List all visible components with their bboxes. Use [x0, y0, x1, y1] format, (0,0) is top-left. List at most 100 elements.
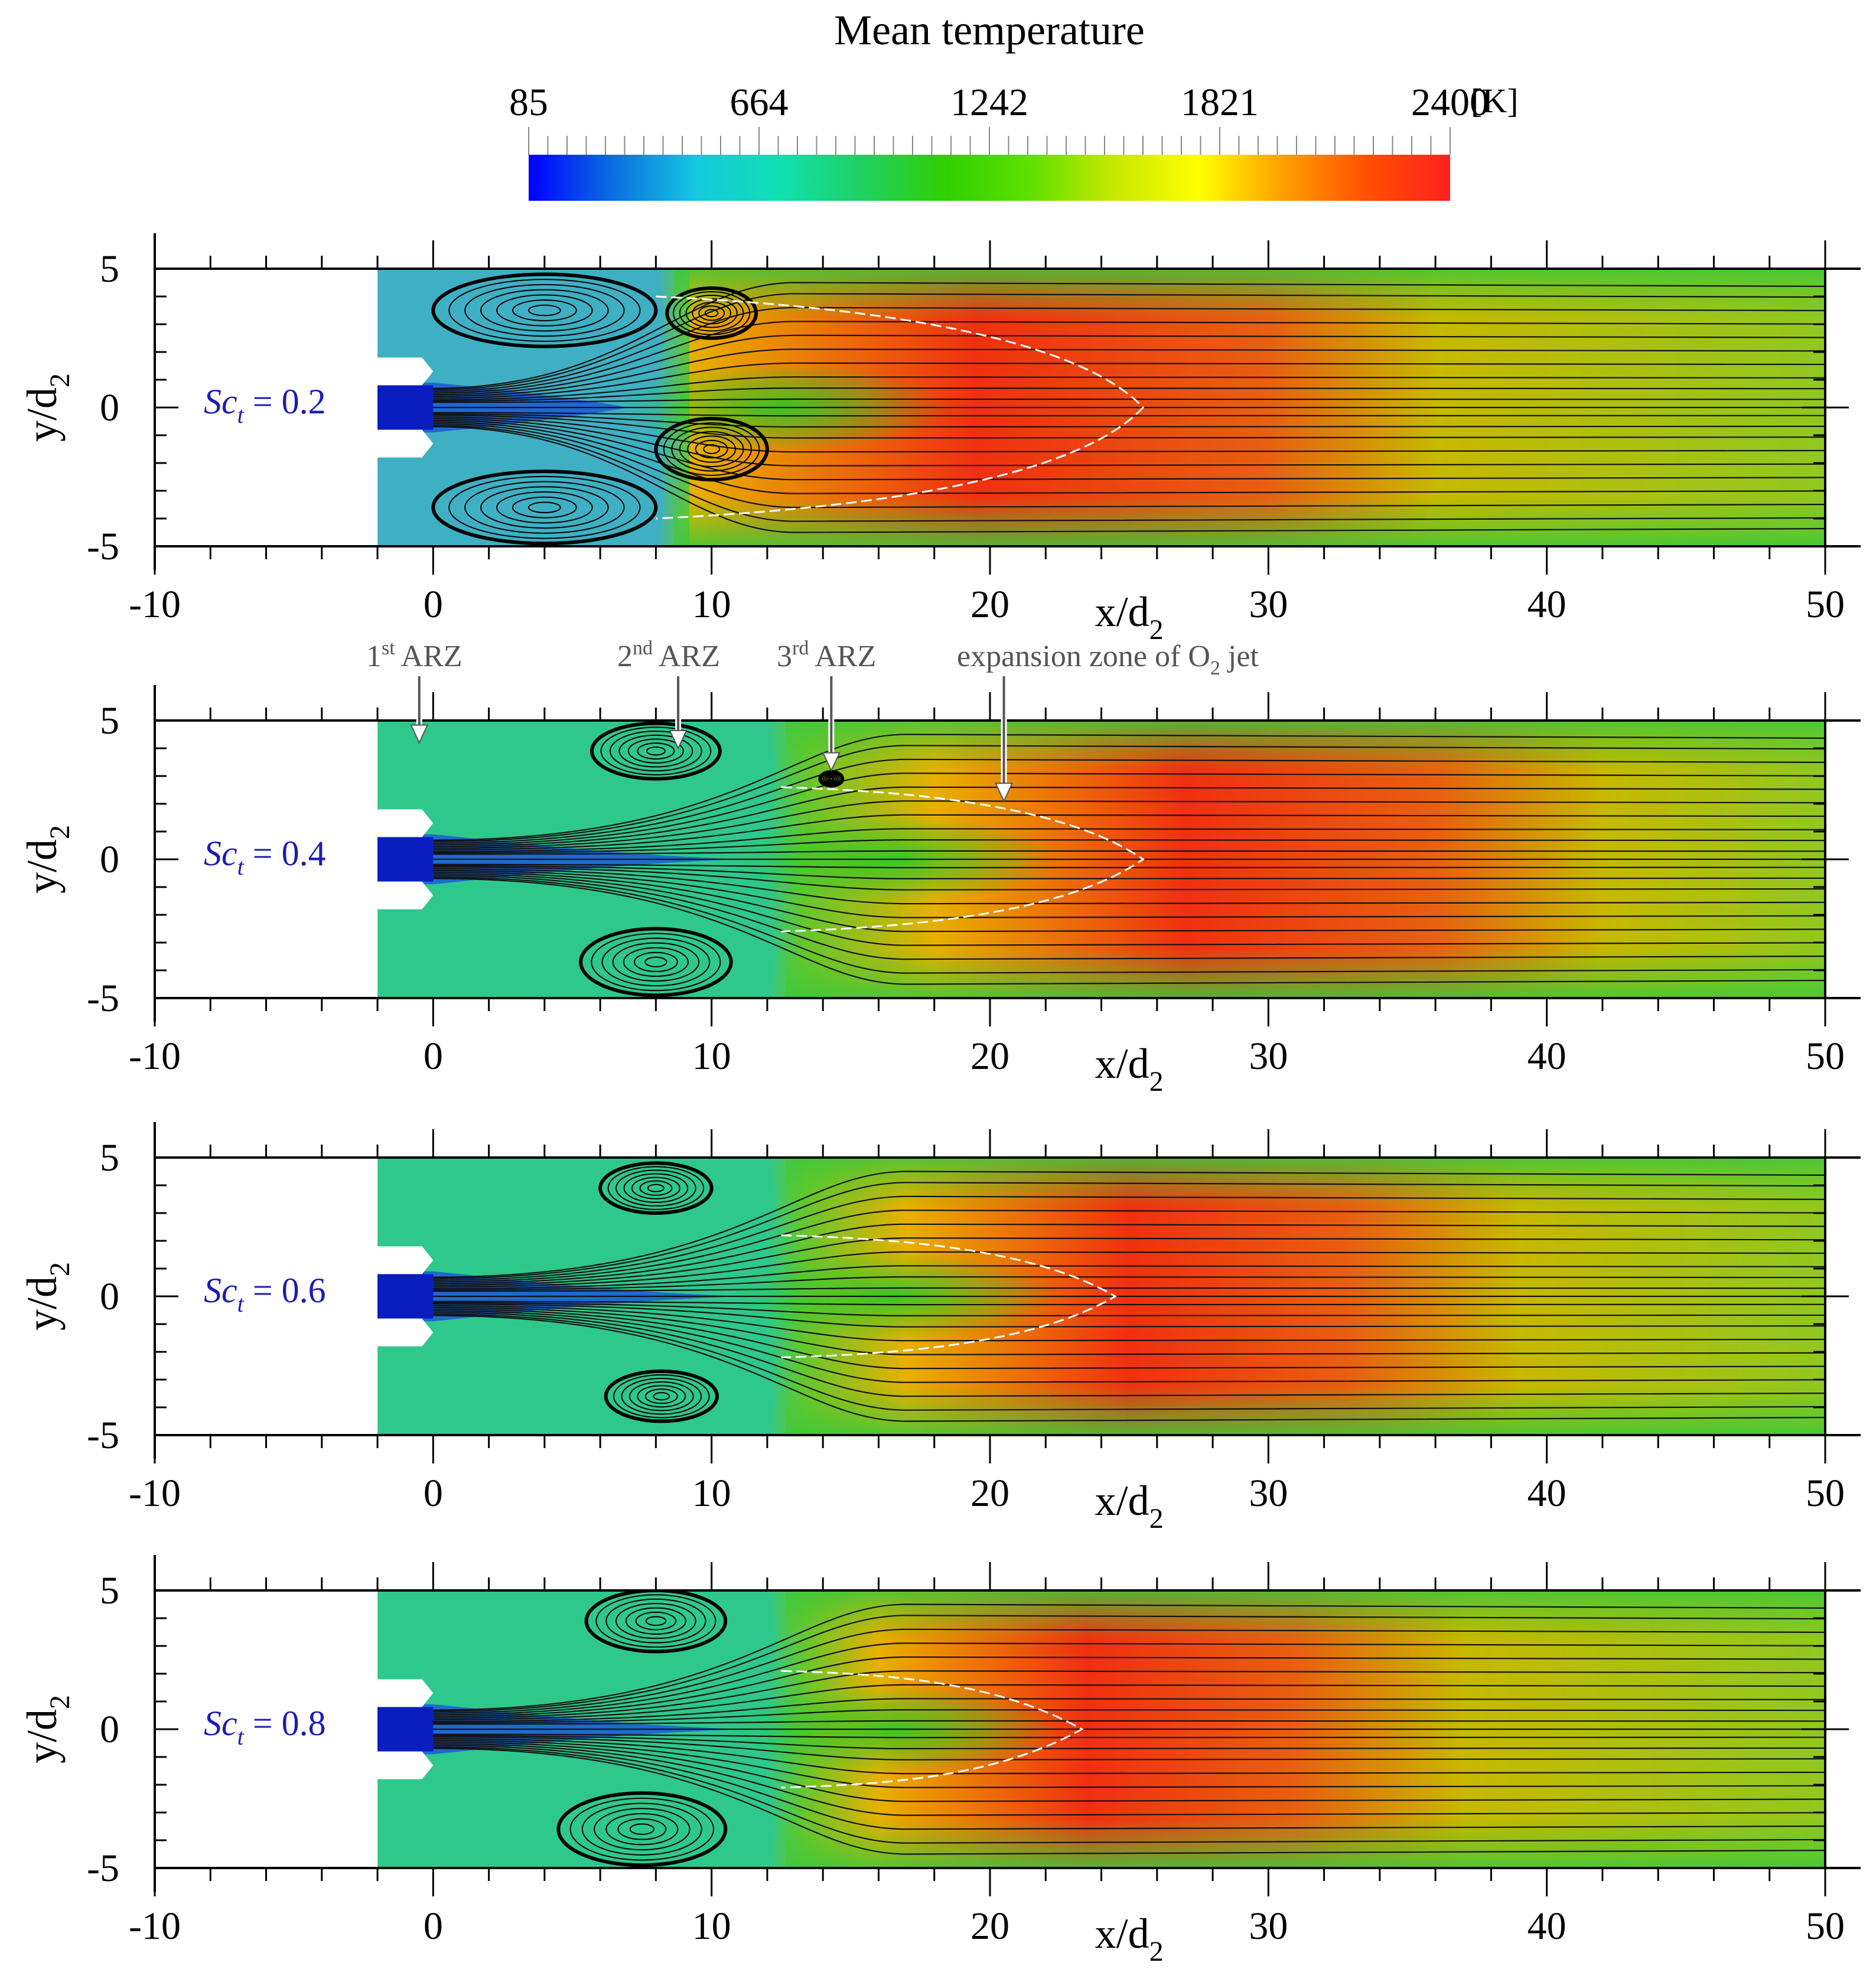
recirculation-contour: [679, 431, 744, 468]
recirculation-contour: [512, 299, 577, 321]
recirculation-contour: [698, 305, 725, 321]
x-tick-label: 50: [1806, 583, 1845, 626]
x-ticks: [154, 1129, 1826, 1463]
x-tick-label: 50: [1806, 1905, 1845, 1948]
streamline: [433, 387, 1825, 402]
injector-wall: [377, 429, 434, 458]
recirculation-contour: [527, 501, 561, 513]
streamline: [433, 321, 1825, 394]
annotation-arz1: 1st ARZ: [366, 637, 463, 673]
annotation-arz3: 3rd ARZ: [777, 637, 876, 673]
streamline: [433, 1656, 1825, 1717]
recirculation-contour: [464, 481, 625, 534]
y-tick-label: -5: [87, 1414, 119, 1457]
recirculation-contour: [623, 947, 689, 977]
recirculation-contour: [612, 942, 700, 982]
recirculation-zone: [589, 721, 722, 781]
recirculation-contour: [665, 286, 758, 340]
streamline: [433, 873, 1825, 946]
recirculation-contour: [591, 933, 721, 992]
recirculation-contour: [607, 1166, 705, 1210]
x-tick-label: 20: [970, 1472, 1009, 1515]
recirculation-contour: [824, 774, 839, 784]
recirculation-contour: [480, 289, 609, 332]
y-axis-label: y/d2: [18, 373, 76, 442]
streamline: [433, 1741, 1825, 1802]
recirculation-contour: [827, 776, 835, 782]
streamline: [433, 814, 1825, 851]
x-tick-label: 0: [424, 583, 443, 626]
streamline: [433, 758, 1825, 844]
y-tick-label: 5: [100, 1136, 119, 1179]
recirculation-zone: [431, 272, 658, 348]
streamline: [433, 1300, 1825, 1306]
streamline: [433, 745, 1825, 842]
recirculation-contour: [556, 1791, 728, 1867]
streamline: [433, 1251, 1825, 1288]
streamline: [433, 1276, 1825, 1291]
streamline: [433, 1210, 1825, 1283]
injector-wall: [377, 881, 434, 909]
colorbar-tick-label: 2400: [1411, 81, 1489, 124]
recirculation-contour: [598, 1161, 714, 1215]
x-ticks: [154, 692, 1826, 1026]
streamlines: [433, 1603, 1825, 1855]
injector-core: [377, 1707, 434, 1752]
annotation-arrow: [822, 676, 841, 772]
recirculation-contour: [822, 773, 840, 785]
recirculation-contour: [448, 279, 641, 342]
x-tick-label: 10: [692, 1035, 731, 1078]
recirculation-contour: [628, 1381, 694, 1411]
streamline: [433, 1735, 1825, 1750]
streamline: [433, 1303, 1825, 1328]
streamline: [433, 1628, 1825, 1714]
streamline: [433, 423, 1825, 508]
x-tick-label: 20: [970, 1035, 1009, 1078]
streamline: [433, 398, 1825, 403]
recirculation-contour: [645, 1616, 667, 1626]
streamline: [433, 869, 1825, 918]
streamline: [433, 1305, 1825, 1342]
x-ticks: [154, 1562, 1826, 1896]
axes-frame: [154, 1555, 1861, 1892]
recirculation-contour: [639, 1180, 673, 1196]
streamline: [433, 348, 1825, 397]
streamline: [433, 863, 1825, 869]
recirculation-contour: [496, 491, 593, 524]
annotation-expansion-zone: expansion zone of O2 jet: [957, 640, 1259, 679]
recirculation-contour: [692, 302, 731, 325]
recirculation-contour: [527, 304, 561, 317]
streamline: [433, 293, 1825, 390]
injector-wall: [377, 1679, 434, 1707]
streamlines: [433, 1171, 1825, 1422]
streamline: [433, 1182, 1825, 1279]
annotation-arz2: 2nd ARZ: [617, 637, 720, 673]
streamline: [433, 1745, 1825, 1830]
recirculation-contour: [634, 951, 678, 973]
x-tick-label: 0: [424, 1472, 443, 1515]
streamline: [433, 376, 1825, 400]
streamline: [433, 426, 1825, 533]
streamline: [433, 875, 1825, 960]
streamline: [433, 416, 1825, 453]
expansion-zone-contour: [781, 786, 1145, 933]
recirculation-contour: [687, 435, 737, 463]
injector-wall: [377, 357, 434, 386]
annotation-arrows: [410, 676, 1014, 803]
recirculation-contour: [600, 726, 712, 775]
x-tick-label: -10: [129, 1905, 181, 1948]
streamline: [433, 425, 1825, 522]
streamline: [433, 1684, 1825, 1721]
recirculation-contour: [704, 309, 719, 318]
y-ticks: [155, 1589, 1849, 1869]
recirculation-contour: [615, 1603, 696, 1639]
expansion-zone-contour: [781, 1234, 1118, 1358]
recirculation-zone: [665, 286, 758, 340]
recirculation-contour: [637, 1385, 686, 1408]
recirculation-contour: [448, 475, 641, 539]
y-axis-label: y/d2: [18, 825, 76, 894]
temperature-field: [377, 1158, 1825, 1435]
recirculation-contour: [625, 1607, 686, 1635]
